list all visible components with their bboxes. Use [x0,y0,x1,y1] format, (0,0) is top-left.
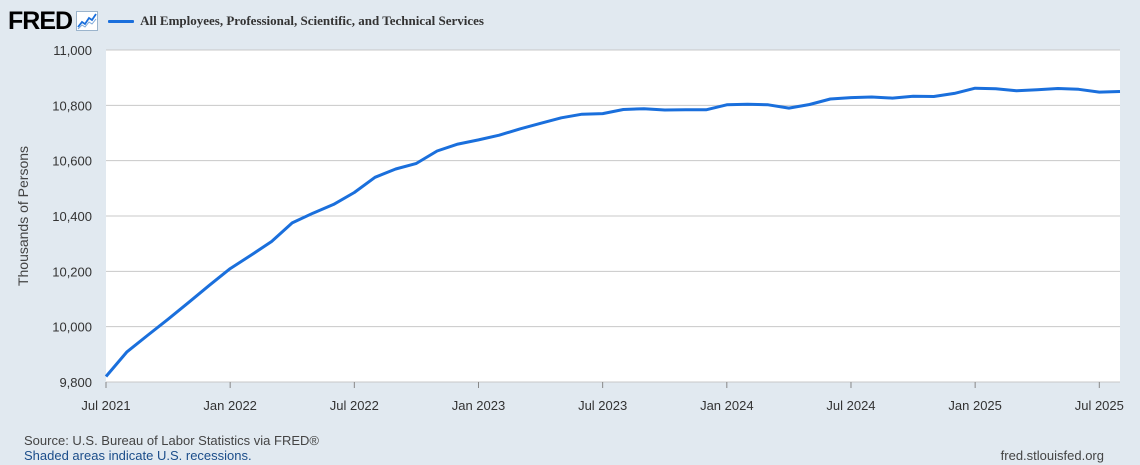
data-point[interactable] [558,115,564,121]
data-point[interactable] [455,141,461,147]
source-note: Source: U.S. Bureau of Labor Statistics … [24,433,319,448]
data-point[interactable] [248,252,254,258]
y-axis-label: Thousands of Persons [15,146,31,286]
data-point[interactable] [434,148,440,154]
x-tick-label: Jul 2022 [330,398,379,413]
fred-sparkline-icon [76,11,99,31]
recession-note[interactable]: Shaded areas indicate U.S. recessions. [24,448,252,463]
x-tick-label: Jan 2022 [203,398,257,413]
data-point[interactable] [496,132,502,138]
data-point[interactable] [1096,89,1102,95]
data-point[interactable] [331,201,337,207]
data-point[interactable] [393,166,399,172]
data-point[interactable] [786,105,792,111]
data-point[interactable] [475,137,481,143]
x-tick-label: Jul 2024 [826,398,875,413]
site-link[interactable]: fred.stlouisfed.org [1000,448,1104,463]
x-tick-label: Jul 2025 [1075,398,1124,413]
y-tick-label: 11,000 [53,43,92,58]
data-point[interactable] [538,120,544,126]
data-point[interactable] [1117,89,1123,95]
data-point[interactable] [269,238,275,244]
data-point[interactable] [620,106,626,112]
data-point[interactable] [827,96,833,102]
data-point[interactable] [807,102,813,108]
data-point[interactable] [144,333,150,339]
y-tick-label: 10,800 [52,98,92,113]
data-point[interactable] [227,266,233,272]
y-axis: 9,800 10,000 10,200 10,400 10,600 10,800 11,00… [52,43,92,390]
data-point[interactable] [641,106,647,112]
data-point[interactable] [579,111,585,117]
data-point[interactable] [1014,88,1020,94]
data-point[interactable] [186,299,192,305]
y-tick-label: 10,000 [52,320,92,335]
x-axis: Jul 2021 Jan 2022 Jul 2022 Jan 2023 Jul 2023… [81,382,1124,413]
data-point[interactable] [413,160,419,166]
footer-notes: Source: U.S. Bureau of Labor Statistics … [24,433,319,463]
fred-logo[interactable]: FRED [8,6,73,35]
line-chart: 9,800 10,000 10,200 10,400 10,600 10,800 11,00… [15,43,1124,413]
chart-header: FRED All Employees, Professional, Scient… [8,6,484,36]
gridlines [106,49,1120,383]
data-point[interactable] [765,102,771,108]
data-point[interactable] [351,189,357,195]
x-tick-label: Jan 2025 [948,398,1002,413]
series-group [103,85,1123,379]
legend-label: All Employees, Professional, Scientific,… [140,13,484,28]
data-point[interactable] [993,86,999,92]
y-tick-label: 9,800 [59,375,92,390]
y-tick-label: 10,600 [52,154,92,169]
data-point[interactable] [682,107,688,113]
data-point[interactable] [869,94,875,100]
data-point[interactable] [889,95,895,101]
data-point[interactable] [517,126,523,132]
data-point[interactable] [1076,86,1082,92]
data-point[interactable] [600,111,606,117]
data-point[interactable] [972,85,978,91]
data-point[interactable] [372,174,378,180]
legend-line-swatch [108,19,135,23]
data-point[interactable] [951,90,957,96]
data-point[interactable] [124,349,130,355]
data-point[interactable] [103,373,109,379]
y-tick-label: 10,200 [52,264,92,279]
data-point[interactable] [1034,87,1040,93]
data-point[interactable] [662,107,668,113]
data-point[interactable] [310,210,316,216]
series-line[interactable] [104,86,1121,378]
data-point[interactable] [745,101,751,107]
data-point[interactable] [848,95,854,101]
x-tick-label: Jul 2023 [578,398,627,413]
data-point[interactable] [165,316,171,322]
data-point[interactable] [703,107,709,113]
data-point[interactable] [289,220,295,226]
x-tick-label: Jan 2023 [452,398,506,413]
x-tick-label: Jan 2024 [700,398,754,413]
data-point[interactable] [206,282,212,288]
data-point[interactable] [724,102,730,108]
y-tick-label: 10,400 [52,209,92,224]
data-point[interactable] [931,93,937,99]
x-tick-label: Jul 2021 [81,398,130,413]
data-point[interactable] [910,93,916,99]
data-point[interactable] [1055,85,1061,91]
